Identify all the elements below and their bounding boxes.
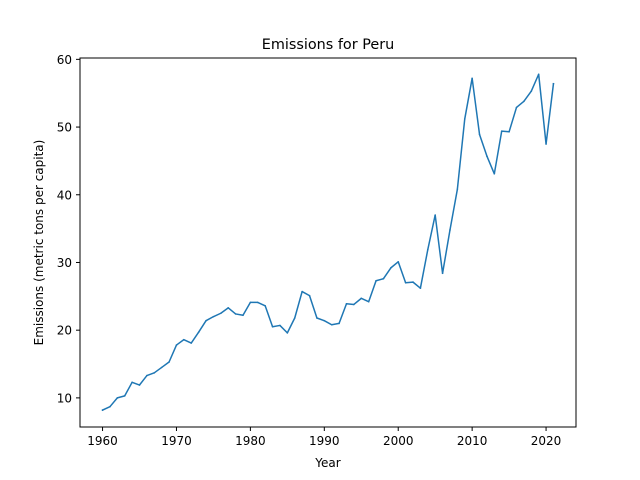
data-point: [500, 130, 503, 132]
y-tick-label: 10: [57, 391, 72, 405]
data-point: [175, 344, 178, 346]
axes-frame: [79, 57, 577, 428]
x-axis: 1960 1970 1980 1990 2000 2010 2020: [87, 427, 561, 448]
data-point: [390, 267, 392, 269]
x-tick-label: 2000: [383, 434, 414, 448]
data-point: [109, 405, 111, 408]
data-point: [353, 303, 355, 306]
data-point: [478, 133, 481, 136]
data-point: [471, 77, 473, 80]
data-point: [515, 106, 518, 109]
data-point: [116, 397, 119, 399]
data-point: [404, 281, 407, 284]
data-point: [508, 131, 510, 133]
data-point: [220, 312, 222, 315]
plot-area: [101, 73, 555, 412]
data-point: [153, 372, 156, 374]
data-point: [271, 325, 274, 328]
data-point: [205, 319, 207, 322]
data-point: [545, 143, 547, 145]
data-point: [523, 100, 525, 103]
data-point: [456, 188, 459, 191]
x-axis-label: Year: [314, 456, 340, 470]
data-point: [160, 366, 163, 369]
data-point: [146, 374, 148, 377]
data-point: [227, 307, 230, 309]
data-point: [212, 315, 215, 318]
data-point: [293, 317, 296, 319]
data-point: [426, 248, 429, 251]
y-tick-label: 30: [57, 256, 72, 270]
data-point: [360, 297, 363, 300]
data-point: [131, 381, 133, 384]
data-point: [279, 324, 281, 327]
data-point: [537, 73, 540, 76]
data-point: [338, 322, 340, 325]
data-point: [323, 319, 326, 322]
data-point: [419, 287, 422, 290]
data-point: [367, 300, 370, 303]
chart-title: Emissions for Peru: [262, 37, 395, 53]
x-tick-label: 2010: [457, 434, 488, 448]
data-point: [449, 229, 451, 231]
series-line: [101, 73, 555, 412]
data-point: [286, 332, 289, 334]
data-point: [101, 409, 104, 411]
data-point: [197, 331, 200, 334]
data-point: [441, 272, 444, 275]
x-tick-label: 1970: [161, 434, 192, 448]
y-axis-label: Emissions (metric tons per capita): [32, 140, 46, 346]
data-point: [183, 338, 185, 341]
data-point: [552, 82, 555, 85]
data-point: [301, 290, 303, 293]
data-point: [138, 384, 141, 386]
data-point: [493, 172, 496, 175]
y-tick-label: 40: [57, 188, 72, 202]
x-tick-label: 1960: [87, 434, 118, 448]
data-point: [256, 301, 259, 304]
data-point: [375, 279, 377, 282]
data-point: [316, 317, 318, 319]
y-tick-label: 60: [57, 53, 72, 67]
data-point: [486, 155, 488, 157]
data-point: [242, 314, 244, 317]
y-tick-label: 20: [57, 324, 72, 338]
data-point: [530, 90, 533, 92]
data-point: [190, 342, 193, 344]
data-point: [308, 294, 311, 297]
data-point: [330, 323, 333, 326]
data-point: [382, 277, 385, 280]
data-point: [345, 302, 348, 305]
y-axis: 10 20 30 40 50 60: [57, 53, 80, 405]
data-point: [123, 395, 126, 397]
x-tick-label: 1980: [235, 434, 266, 448]
data-point: [397, 261, 400, 263]
x-tick-label: 2020: [531, 434, 562, 448]
data-point: [264, 305, 266, 307]
data-point: [463, 118, 466, 120]
y-tick-label: 50: [57, 121, 72, 135]
data-point: [168, 361, 170, 363]
data-point: [434, 214, 436, 216]
data-point: [249, 301, 252, 304]
data-point: [234, 313, 237, 315]
x-tick-label: 1990: [309, 434, 340, 448]
data-point: [412, 281, 414, 283]
